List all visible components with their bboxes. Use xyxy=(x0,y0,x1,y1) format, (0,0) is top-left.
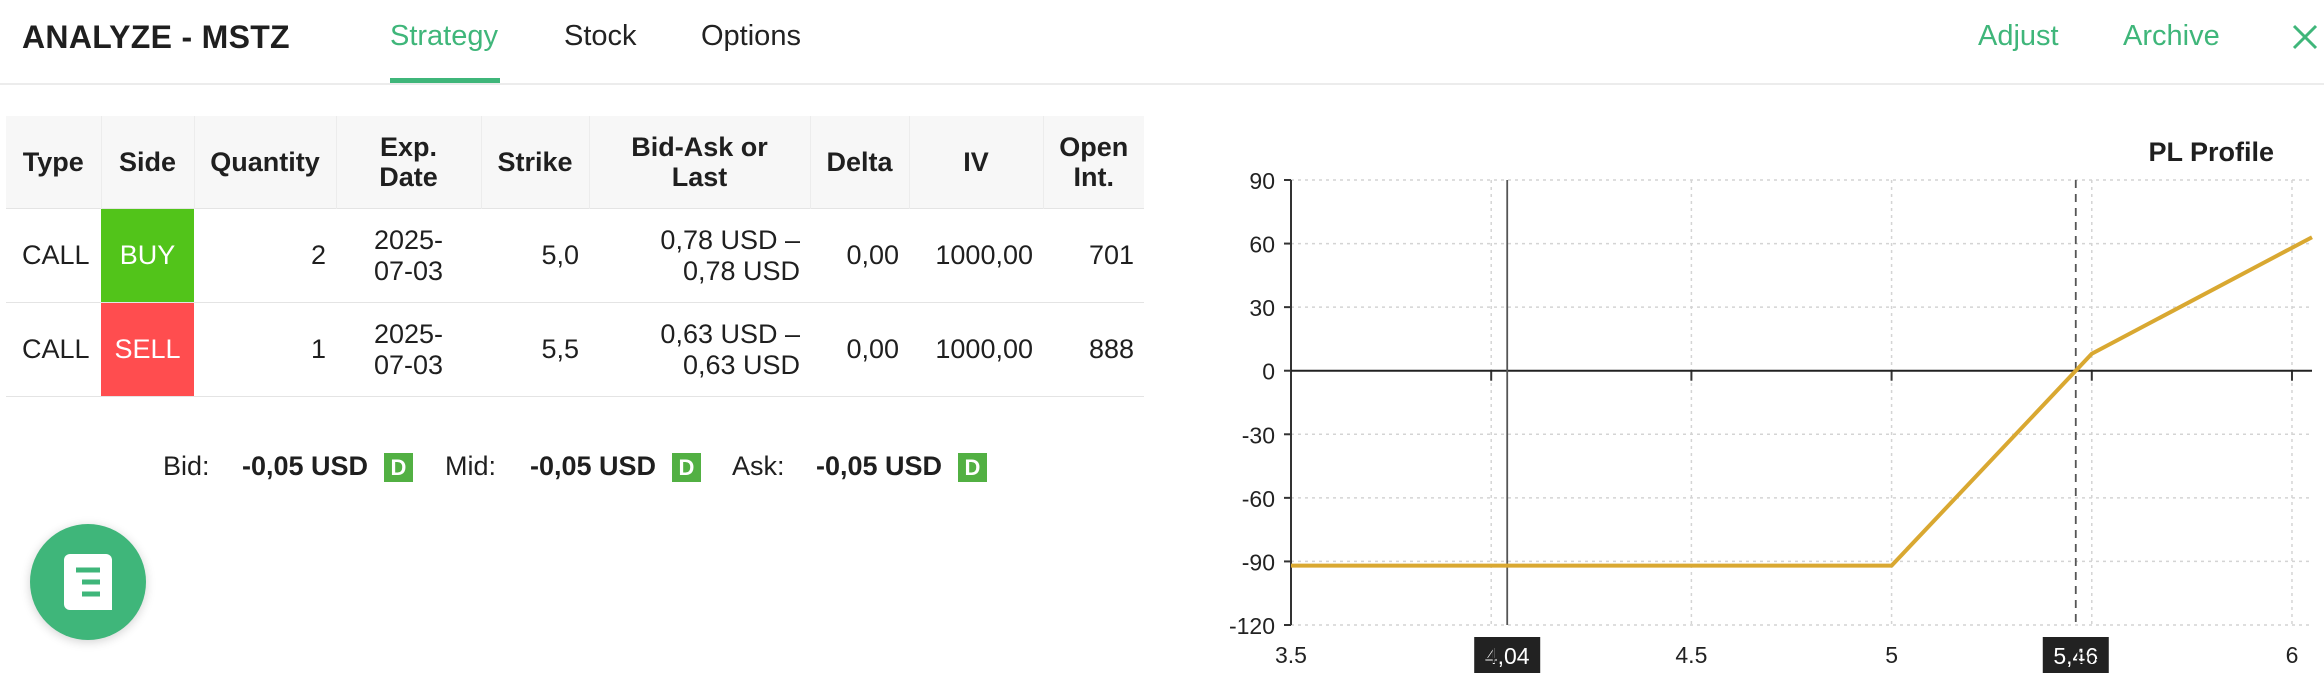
bid-value: -0,05 USD xyxy=(242,451,369,481)
y-tick-label: 90 xyxy=(1249,168,1275,194)
table-header-row: Type Side Quantity Exp. Date Strike Bid-… xyxy=(6,116,1144,209)
column-header-open-int: Open Int. xyxy=(1043,116,1144,209)
d-badge: D xyxy=(958,453,987,482)
leg-delta: 0,00 xyxy=(810,302,909,397)
notes-icon xyxy=(64,554,112,610)
column-header-quantity: Quantity xyxy=(194,116,337,209)
x-tick-label: 4 xyxy=(1485,642,1498,668)
y-tick-label: 30 xyxy=(1249,295,1275,321)
y-tick-label: 60 xyxy=(1249,232,1275,258)
leg-delta: 0,00 xyxy=(810,208,909,303)
notes-button[interactable] xyxy=(30,524,146,640)
column-header-strike: Strike xyxy=(481,116,590,209)
leg-exp-date: 2025- 07-03 xyxy=(336,302,481,397)
table-row: CALL BUY 2 2025- 07-03 5,0 0,78 USD – 0,… xyxy=(6,208,1144,303)
close-icon[interactable] xyxy=(2290,22,2320,52)
x-tick-label: 5.5 xyxy=(2076,642,2108,668)
leg-bid-ask: 0,78 USD – 0,78 USD xyxy=(589,208,810,303)
table-row: CALL SELL 1 2025- 07-03 5,5 0,63 USD – 0… xyxy=(6,302,1144,397)
leg-strike: 5,5 xyxy=(481,302,589,397)
chart-markers: 4,04 5,46 xyxy=(1474,180,2109,673)
pl-line xyxy=(1291,235,2313,568)
marker-label: 5,46 xyxy=(2053,643,2098,669)
tab-options[interactable]: Options xyxy=(701,20,801,52)
ask-value: -0,05 USD xyxy=(816,451,943,481)
marker-label-box xyxy=(1474,637,1541,673)
leg-bid-ask: 0,63 USD – 0,63 USD xyxy=(589,302,810,397)
leg-type: CALL xyxy=(6,302,101,397)
marker-label: 4,04 xyxy=(1485,643,1530,669)
bid-label: Bid: xyxy=(163,451,210,481)
column-header-delta: Delta xyxy=(810,116,910,209)
leg-open-int: 701 xyxy=(1043,208,1144,303)
header: ANALYZE - MSTZ Strategy Stock Options Ad… xyxy=(0,0,2324,85)
mid-label: Mid: xyxy=(445,451,497,481)
x-tick-label: 5 xyxy=(1885,642,1898,668)
y-tick-label: -120 xyxy=(1229,613,1275,639)
leg-open-int: 888 xyxy=(1043,302,1144,397)
leg-iv: 1000,00 xyxy=(909,302,1043,397)
leg-strike: 5,0 xyxy=(481,208,589,303)
chart-title: PL Profile xyxy=(2148,137,2274,167)
chart-series xyxy=(1291,235,2313,568)
leg-exp-date: 2025- 07-03 xyxy=(336,208,481,303)
y-tick-label: -60 xyxy=(1242,486,1275,512)
x-tick-label: 4.5 xyxy=(1675,642,1707,668)
active-tab-indicator xyxy=(390,78,500,83)
d-badge: D xyxy=(672,453,701,482)
y-tick-label: -90 xyxy=(1242,549,1275,575)
column-header-iv: IV xyxy=(909,116,1044,209)
tab-stock[interactable]: Stock xyxy=(564,20,637,52)
y-tick-label: 0 xyxy=(1262,359,1275,385)
side-badge-sell[interactable]: SELL xyxy=(101,302,194,397)
side-badge-buy[interactable]: BUY xyxy=(101,208,194,303)
ask-label: Ask: xyxy=(732,451,785,481)
x-tick-label: 6 xyxy=(2286,642,2299,668)
leg-type: CALL xyxy=(6,208,101,303)
column-header-bid-ask: Bid-Ask or Last xyxy=(589,116,811,209)
archive-link[interactable]: Archive xyxy=(2123,20,2220,52)
leg-iv: 1000,00 xyxy=(909,208,1043,303)
d-badge: D xyxy=(384,453,413,482)
leg-quantity: 1 xyxy=(194,302,336,397)
chart-axes xyxy=(1284,179,2312,626)
x-tick-label: 3.5 xyxy=(1275,642,1307,668)
column-header-side: Side xyxy=(101,116,195,209)
marker-label-box xyxy=(2042,637,2109,673)
chart-grid xyxy=(1290,179,2312,626)
y-tick-label: -30 xyxy=(1242,422,1275,448)
column-header-type: Type xyxy=(6,116,102,209)
column-header-exp-date: Exp. Date xyxy=(336,116,482,209)
legs-table: Type Side Quantity Exp. Date Strike Bid-… xyxy=(6,116,1144,397)
mid-value: -0,05 USD xyxy=(530,451,657,481)
pl-profile-chart: PL Profile 4,04 5,46 90 60 30 0 -30 -60 -90 -120… xyxy=(1229,137,2313,673)
leg-quantity: 2 xyxy=(194,208,336,303)
page-title: ANALYZE - MSTZ xyxy=(22,19,290,55)
adjust-link[interactable]: Adjust xyxy=(1978,20,2059,52)
tab-strategy[interactable]: Strategy xyxy=(390,20,498,52)
